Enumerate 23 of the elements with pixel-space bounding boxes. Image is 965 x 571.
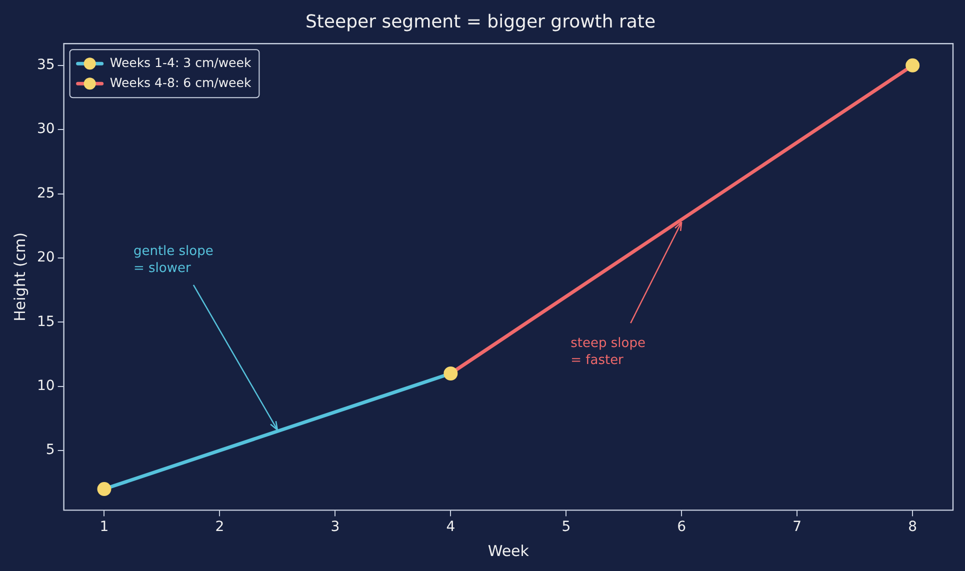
annotation: gentle slope = slower	[133, 244, 214, 276]
y-tick-label: 30	[36, 121, 55, 138]
x-tick-label: 2	[215, 519, 224, 536]
y-tick-label: 35	[36, 57, 55, 74]
y-tick-label: 10	[36, 378, 55, 394]
x-tick-label: 7	[792, 519, 802, 536]
x-tick-label: 6	[677, 519, 686, 536]
x-tick-label: 8	[908, 519, 918, 536]
x-tick-label: 5	[562, 519, 571, 536]
y-tick-label: 15	[36, 314, 55, 330]
annotation: steep slope = faster	[570, 336, 646, 368]
y-tick-label: 5	[46, 442, 55, 458]
x-tick-label: 4	[446, 519, 456, 536]
x-tick-label: 1	[100, 519, 109, 536]
point	[444, 366, 458, 380]
y-tick-label: 20	[36, 250, 55, 266]
y-tick-label: 25	[36, 185, 55, 202]
x-axis-title: Week	[488, 542, 530, 560]
legend-label: Weeks 1-4: 3 cm/week	[110, 54, 252, 70]
y-axis-title: Height (cm)	[10, 232, 29, 322]
legend-label: Weeks 4-8: 6 cm/week	[110, 74, 252, 90]
x-tick-label: 3	[330, 519, 340, 536]
chart-title: Steeper segment = bigger growth rate	[305, 11, 656, 32]
